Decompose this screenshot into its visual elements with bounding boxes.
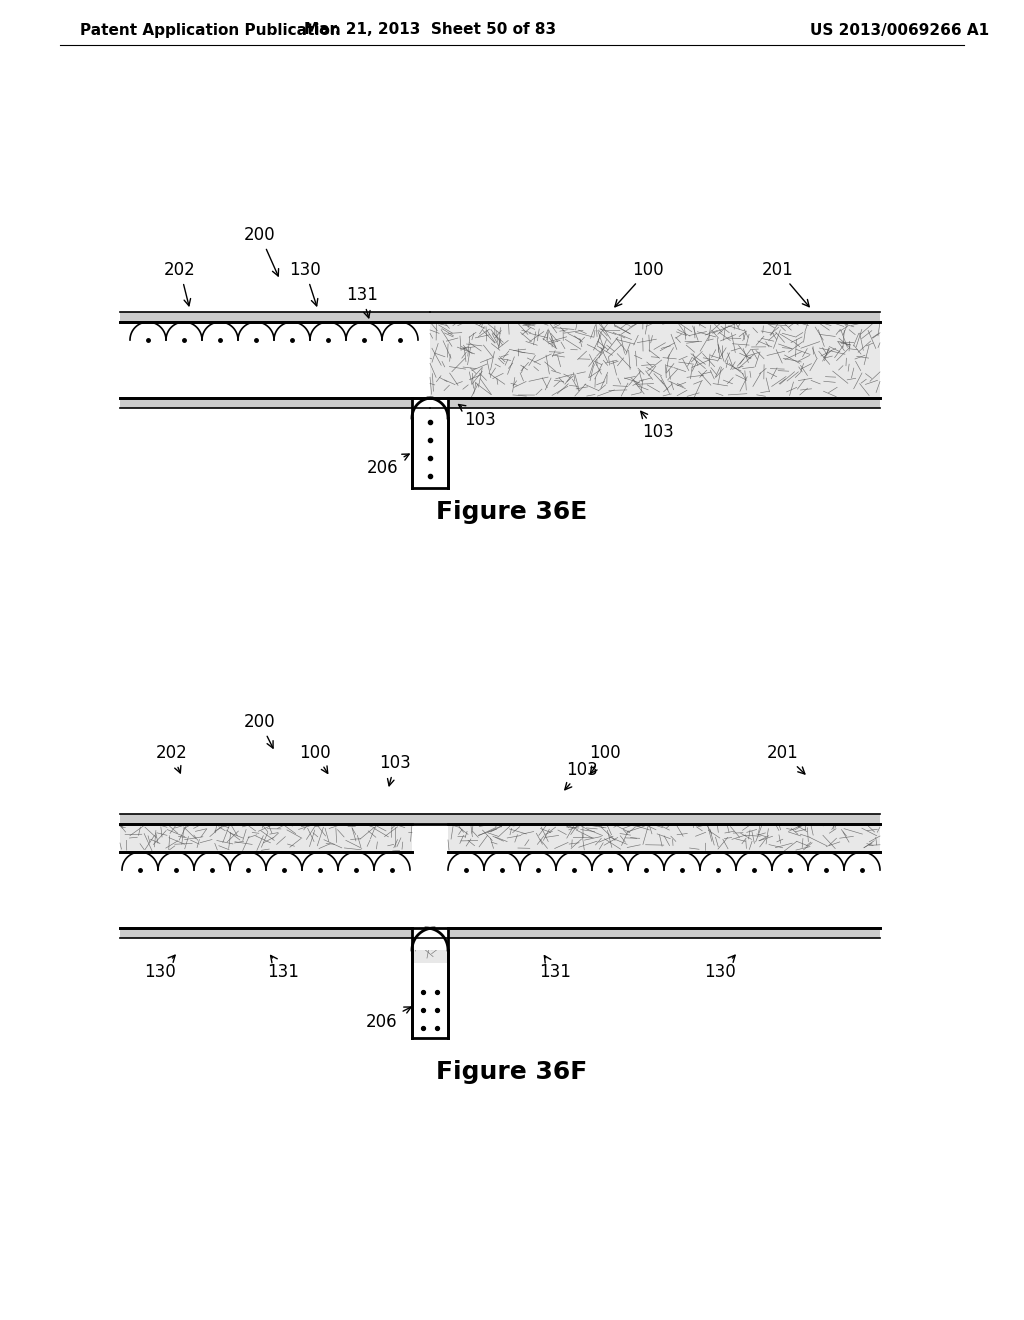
Polygon shape: [120, 824, 412, 851]
Polygon shape: [484, 851, 520, 870]
Polygon shape: [772, 851, 808, 870]
Polygon shape: [449, 851, 880, 928]
Text: 201: 201: [762, 261, 809, 306]
Polygon shape: [238, 322, 274, 341]
Polygon shape: [430, 322, 880, 399]
Text: 201: 201: [767, 744, 805, 774]
Polygon shape: [274, 322, 310, 341]
Polygon shape: [412, 964, 449, 1038]
Polygon shape: [120, 399, 430, 408]
Text: 100: 100: [589, 744, 621, 774]
Text: Patent Application Publication: Patent Application Publication: [80, 22, 341, 37]
Text: 103: 103: [565, 762, 598, 789]
Polygon shape: [430, 399, 880, 408]
Polygon shape: [338, 851, 374, 870]
Text: 202: 202: [164, 261, 196, 306]
Text: 200: 200: [244, 226, 279, 276]
Text: 130: 130: [705, 956, 736, 981]
Polygon shape: [382, 322, 418, 341]
Text: 103: 103: [641, 412, 674, 441]
Polygon shape: [412, 928, 449, 950]
Polygon shape: [412, 399, 449, 418]
Polygon shape: [664, 851, 700, 870]
Text: 131: 131: [267, 956, 299, 981]
Polygon shape: [700, 851, 736, 870]
Polygon shape: [520, 851, 556, 870]
Text: US 2013/0069266 A1: US 2013/0069266 A1: [810, 22, 989, 37]
Text: 103: 103: [459, 404, 496, 429]
Polygon shape: [122, 851, 158, 870]
Text: 103: 103: [379, 754, 411, 785]
Polygon shape: [120, 928, 880, 939]
Polygon shape: [120, 312, 430, 322]
Text: 202: 202: [156, 744, 187, 774]
Text: Figure 36F: Figure 36F: [436, 1060, 588, 1084]
Text: 131: 131: [539, 956, 571, 981]
Polygon shape: [310, 322, 346, 341]
Text: 206: 206: [368, 454, 410, 477]
Text: 130: 130: [144, 956, 176, 981]
Polygon shape: [230, 851, 266, 870]
Text: 130: 130: [289, 261, 321, 306]
Polygon shape: [302, 851, 338, 870]
Polygon shape: [430, 312, 880, 322]
Polygon shape: [266, 851, 302, 870]
Polygon shape: [120, 851, 412, 928]
Polygon shape: [449, 824, 880, 851]
Text: 131: 131: [346, 286, 378, 318]
Text: Mar. 21, 2013  Sheet 50 of 83: Mar. 21, 2013 Sheet 50 of 83: [304, 22, 556, 37]
Polygon shape: [592, 851, 628, 870]
Text: 100: 100: [299, 744, 331, 774]
Polygon shape: [412, 399, 449, 488]
Polygon shape: [449, 851, 484, 870]
Polygon shape: [202, 322, 238, 341]
Polygon shape: [808, 851, 844, 870]
Polygon shape: [412, 928, 449, 964]
Text: 100: 100: [614, 261, 664, 306]
Polygon shape: [374, 851, 410, 870]
Polygon shape: [844, 851, 880, 870]
Text: Figure 36E: Figure 36E: [436, 500, 588, 524]
Polygon shape: [158, 851, 194, 870]
Polygon shape: [130, 322, 166, 341]
Text: 200: 200: [244, 713, 275, 748]
Polygon shape: [346, 322, 382, 341]
Polygon shape: [628, 851, 664, 870]
Polygon shape: [166, 322, 202, 341]
Polygon shape: [120, 814, 880, 824]
Polygon shape: [556, 851, 592, 870]
Polygon shape: [120, 322, 430, 399]
Text: 206: 206: [367, 1007, 412, 1031]
Polygon shape: [194, 851, 230, 870]
Polygon shape: [736, 851, 772, 870]
